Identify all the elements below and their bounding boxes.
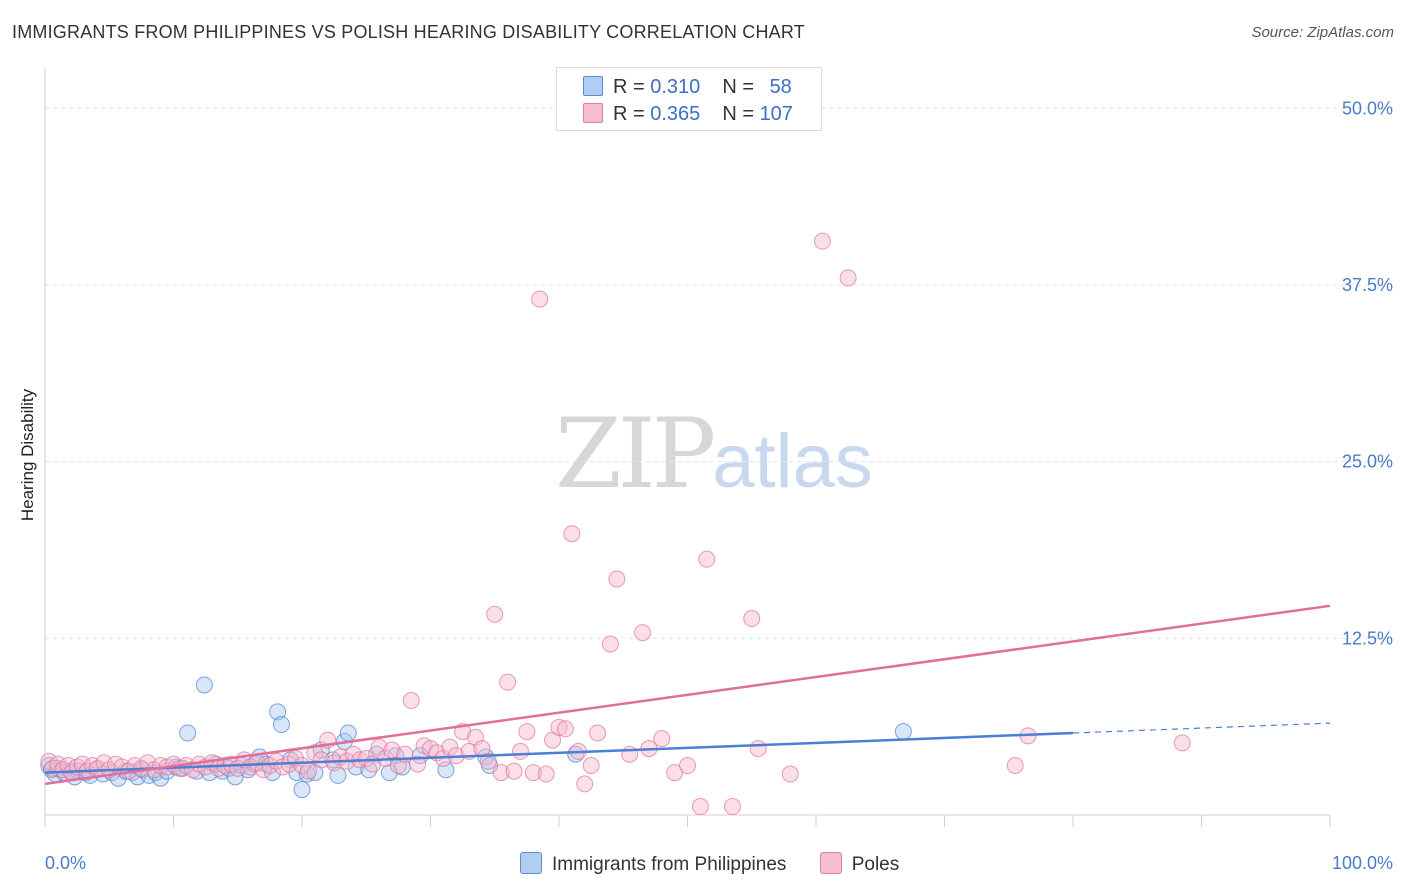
chart-title: IMMIGRANTS FROM PHILIPPINES VS POLISH HE… [12,22,805,42]
trend-line-dashed-0 [1072,722,1331,734]
data-point [839,269,857,287]
data-point [743,610,761,628]
data-point [195,676,213,694]
x-tick-label: 0.0% [45,853,86,873]
x-tick-label: 100.0% [1332,853,1393,873]
legend-r-value: 0.365 [650,103,701,125]
data-point [344,745,362,763]
data-points [40,232,1191,816]
data-point [608,570,626,588]
data-point [486,605,504,623]
data-point [679,757,696,775]
correlation-legend: R = 0.310 N = 58 R = 0.365 N = 107 [556,67,822,131]
data-point [691,798,709,816]
series-name: Poles [851,854,900,875]
data-point [357,749,375,767]
data-point [698,550,716,568]
legend-r-value: 0.310 [650,76,701,98]
data-point [781,765,799,783]
data-point [531,290,549,308]
y-tick-label: 12.5% [1342,628,1393,648]
data-point [518,723,536,741]
source-label: Source: ZipAtlas.com [1251,24,1394,41]
data-point [383,741,401,759]
legend-row-poles: R = 0.365 N = 107 [583,103,793,126]
data-point [437,761,455,779]
data-point [306,744,324,762]
data-point [1173,734,1191,752]
data-point [505,762,523,780]
data-point [499,673,517,691]
data-point [293,781,311,799]
data-point [269,703,287,721]
data-point [589,724,607,742]
data-point [368,745,386,763]
data-point [556,720,574,738]
y-tick-label: 37.5% [1342,275,1393,295]
data-point [479,752,497,770]
data-point [272,716,290,734]
data-point [329,766,347,784]
series-swatch-poles [819,852,842,874]
series-legend-philippines[interactable]: Immigrants from Philippines [520,852,786,876]
data-point [511,742,529,760]
data-point [813,232,831,250]
data-point [312,751,330,769]
data-point [299,762,317,780]
trend-line-solid-0 [44,731,1074,774]
y-tick-label: 25.0% [1342,452,1393,472]
series-name: Immigrants from Philippines [552,854,787,875]
legend-swatch-philippines [583,76,603,96]
legend-row-philippines: R = 0.310 N = 58 [583,76,792,99]
data-point [179,724,197,742]
legend-n-value: 107 [759,103,793,125]
trend-lines [44,604,1331,786]
legend-r-label: R = [613,103,651,125]
data-point [402,692,420,710]
y-tick-label: 50.0% [1342,98,1393,118]
series-legend-poles[interactable]: Poles [819,852,900,876]
legend-n-value: 58 [769,76,792,98]
legend-r-label: R = [613,76,651,98]
series-swatch-philippines [520,852,542,874]
data-point [749,740,767,758]
trend-line-1 [44,604,1331,786]
watermark-zip: ZIP [555,398,716,510]
legend-n-label: N = [722,76,760,98]
data-point [567,745,585,763]
data-point [339,724,357,742]
data-point [563,525,581,543]
data-point [441,738,459,756]
data-point [409,755,427,773]
tick-labels: 12.5% 25.0% 37.5% 50.0% 0.0% 100.0% [45,98,1393,873]
data-point [537,765,555,783]
data-point [894,723,912,741]
legend-swatch-poles [583,103,603,123]
legend-n-label: N = [722,103,760,125]
series-points-1 [40,232,1191,816]
data-point [582,757,600,775]
data-point [1006,757,1024,775]
grid-lines [45,107,1390,639]
data-point [634,624,652,642]
data-point [723,798,741,816]
data-point [267,752,285,770]
data-point [653,730,671,748]
axes [44,68,1331,827]
data-point [524,764,542,782]
data-point [550,718,568,736]
data-point [492,764,510,782]
data-point [380,764,398,782]
data-point [666,764,684,782]
data-point [601,635,619,653]
data-point [576,775,594,793]
series-legend: Immigrants from Philippines Poles [520,852,927,876]
